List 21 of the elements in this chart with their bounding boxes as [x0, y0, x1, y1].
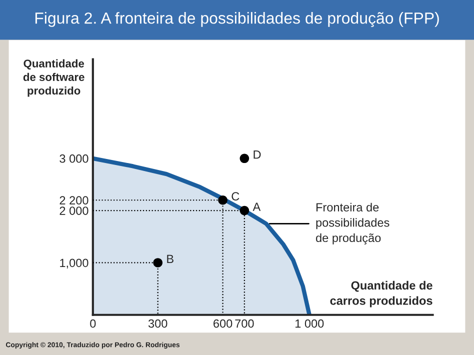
y-tick-label: 2 000	[60, 206, 88, 215]
annotation: Fronteira de possibilidades de produção	[316, 202, 390, 244]
annotation: A	[252, 202, 261, 211]
x-tick-label: 300	[148, 319, 168, 328]
x-tick-label: 700	[235, 319, 254, 328]
y-tick-label: 2 200	[60, 196, 88, 205]
y-tick-label: 3 000	[60, 154, 88, 163]
y-axis-title: Quantidade de software produzido	[23, 59, 84, 97]
chart-title: Figura 2. A fronteira de possibilidades de produção (FPP)	[35, 12, 439, 28]
x-tick-label: 1 000	[296, 319, 324, 328]
point	[153, 258, 163, 268]
annotation: D	[254, 150, 261, 159]
point	[240, 206, 250, 216]
point	[240, 154, 250, 164]
annotation: B	[167, 254, 174, 263]
annotation: C	[232, 192, 240, 201]
x-tick-label: 600	[214, 319, 232, 328]
y-tick-label: 1,000	[60, 258, 88, 269]
point	[218, 195, 228, 205]
x-axis-title: Quantidade de carros produzidos	[330, 280, 432, 308]
x-tick-label: 0	[90, 319, 96, 328]
